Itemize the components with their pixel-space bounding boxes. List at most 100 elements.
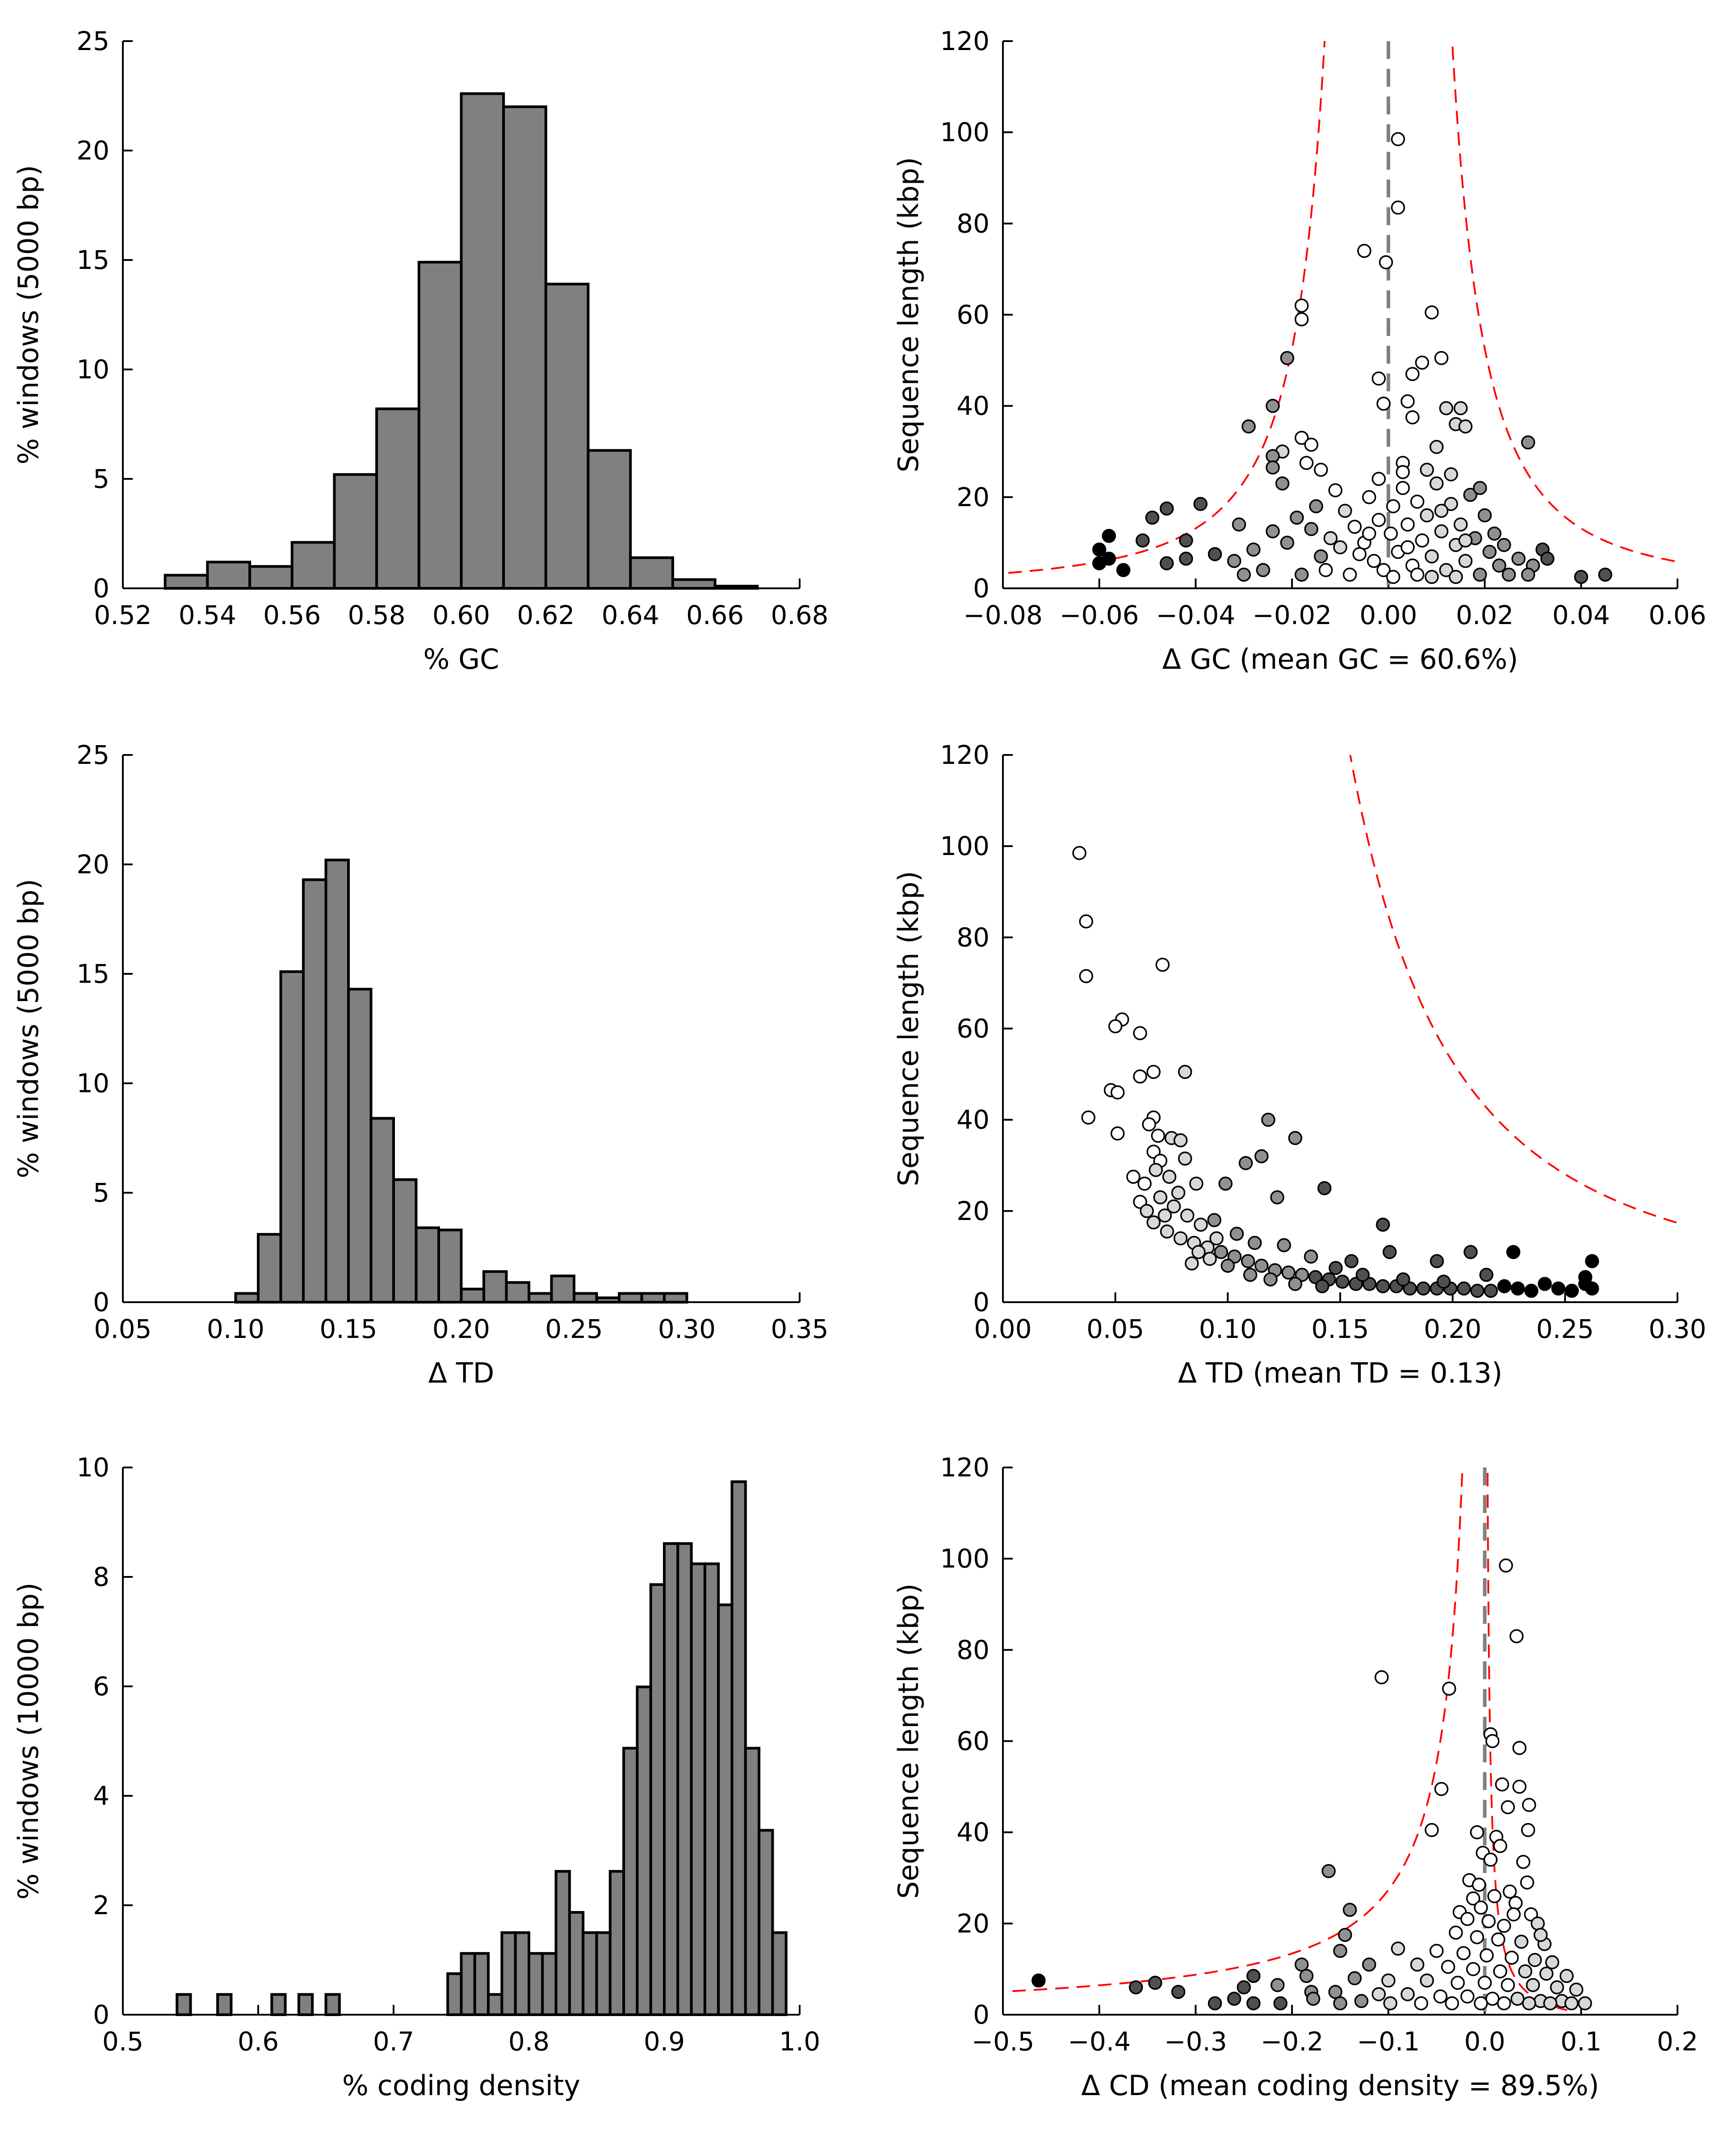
- scatter-point: [1391, 1941, 1405, 1956]
- scatter-point: [1420, 1973, 1434, 1988]
- histogram-bar: [460, 1952, 476, 2016]
- scatter-point: [1585, 1281, 1599, 1296]
- scatter-point: [1329, 1261, 1343, 1275]
- scatter-point: [1342, 567, 1357, 582]
- scatter-point: [1420, 508, 1434, 523]
- x-axis-label: Δ TD (mean TD = 0.13): [1178, 1357, 1502, 1389]
- histogram-bar: [544, 282, 590, 590]
- histogram-bar: [541, 1952, 558, 2016]
- histogram-bar: [690, 1562, 706, 2016]
- scatter-point: [1151, 1128, 1166, 1143]
- y-tick-label: 5: [93, 1178, 109, 1208]
- scatter-point: [1425, 305, 1439, 320]
- scatter-point: [1108, 1019, 1123, 1034]
- scatter-point: [1410, 495, 1425, 509]
- x-tick-label: 0.5: [102, 2026, 143, 2057]
- scatter-point: [1126, 1170, 1141, 1184]
- y-tick-label: 120: [940, 1452, 990, 1483]
- histogram-bar: [502, 105, 547, 590]
- x-tick-label: 0.52: [94, 600, 151, 630]
- x-tick-label: 0.02: [1456, 600, 1514, 630]
- y-tick-label: 25: [76, 26, 109, 56]
- scatter-point: [1208, 547, 1222, 562]
- scatter-point: [1263, 1272, 1278, 1287]
- scatter-point: [1227, 554, 1241, 568]
- scatter-point: [1410, 567, 1425, 582]
- scatter-point: [1333, 540, 1347, 554]
- scatter-point: [1214, 1245, 1228, 1259]
- histogram-bar: [164, 574, 209, 590]
- x-tick-label: 0.8: [508, 2026, 549, 2057]
- scatter-point: [1516, 1855, 1531, 1869]
- histogram-bar: [176, 1993, 192, 2016]
- scatter-point: [1137, 1176, 1152, 1191]
- y-axis-label: Sequence length (kbp): [892, 1584, 925, 1899]
- panel-cd-scatter: −0.5 −0.4 −0.3 −0.2 −0.1 0.0 0.1 0.2 0 20 40 60 80 10…: [892, 1452, 1698, 2102]
- histogram-bar: [216, 1993, 233, 2016]
- scatter-point: [1436, 1274, 1451, 1289]
- scatter-point: [1145, 511, 1160, 525]
- histogram-bar: [392, 1178, 418, 1304]
- x-tick-label: 0.10: [1199, 1314, 1257, 1344]
- y-tick-label: 0: [93, 1287, 109, 1317]
- scatter-point: [1116, 563, 1131, 577]
- scatter-point: [1218, 1176, 1233, 1191]
- scatter-point: [1315, 1279, 1329, 1294]
- x-axis-label: % GC: [424, 643, 499, 675]
- scatter-point: [1518, 1964, 1532, 1979]
- scatter-point: [1277, 1238, 1291, 1253]
- scatter-point: [1352, 547, 1367, 562]
- y-tick-label: 20: [956, 482, 990, 512]
- x-tick-label: 0.10: [207, 1314, 264, 1344]
- scatter-point: [1288, 1277, 1303, 1291]
- histogram-bar: [290, 541, 336, 590]
- scatter-point: [1414, 1996, 1428, 2011]
- scatter-point: [1429, 440, 1444, 454]
- scatter-point: [1505, 1950, 1519, 1965]
- scatter-point: [1342, 1903, 1357, 1917]
- scatter-point: [1578, 1996, 1592, 2011]
- scatter-point: [1290, 511, 1304, 525]
- x-axis-label: % coding density: [342, 2069, 580, 2102]
- threshold-curve: [1349, 755, 1677, 1224]
- scatter-point: [1497, 1996, 1511, 2011]
- scatter-point: [1487, 1889, 1501, 1903]
- scatter-point: [1497, 538, 1511, 552]
- scatter-point: [1451, 1975, 1465, 1990]
- x-tick-label: 0.25: [545, 1314, 603, 1344]
- scatter-point: [1540, 551, 1555, 566]
- scatter-point: [1128, 1980, 1143, 1995]
- panel-td-hist: 0.05 0.10 0.15 0.20 0.25 0.30 0.35 0 5 10 15 20 25 Δ …: [12, 740, 829, 1389]
- scatter-point: [1578, 1270, 1593, 1284]
- scatter-point: [1178, 1151, 1192, 1166]
- x-tick-label: 0.15: [319, 1314, 377, 1344]
- x-tick-label: 0.66: [686, 600, 744, 630]
- histogram-bar: [437, 1228, 463, 1304]
- scatter-point: [1294, 298, 1309, 313]
- scatter-point: [1354, 1994, 1369, 2008]
- x-tick-label: −0.02: [1252, 600, 1332, 630]
- scatter-point: [1441, 1960, 1455, 1974]
- scatter-point: [1146, 1215, 1161, 1230]
- y-tick-label: 80: [956, 922, 990, 952]
- scatter-point: [1294, 567, 1309, 582]
- y-axis-label: Sequence length (kbp): [892, 871, 925, 1186]
- y-tick-label: 4: [93, 1781, 109, 1811]
- scatter-point: [1545, 1955, 1560, 1970]
- scatter-point: [1445, 1996, 1459, 2011]
- scatter-point: [1477, 1975, 1492, 1990]
- scatter-point: [1328, 483, 1342, 498]
- y-tick-label: 60: [956, 1014, 990, 1044]
- x-tick-label: 0.1: [1560, 2026, 1602, 2057]
- scatter-point: [1376, 563, 1391, 577]
- scatter-point: [1410, 1957, 1425, 1972]
- scatter-point: [1160, 1224, 1174, 1239]
- scatter-point: [1229, 1227, 1244, 1241]
- histogram-bar: [663, 1542, 679, 2016]
- scatter-point: [1463, 487, 1477, 502]
- scatter-point: [1429, 1944, 1444, 1958]
- histogram-bar: [713, 585, 759, 590]
- x-tick-label: −0.5: [972, 2026, 1035, 2057]
- scatter-point: [1415, 355, 1430, 370]
